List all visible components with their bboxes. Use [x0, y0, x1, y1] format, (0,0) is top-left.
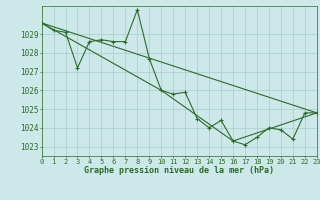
X-axis label: Graphe pression niveau de la mer (hPa): Graphe pression niveau de la mer (hPa) [84, 166, 274, 175]
